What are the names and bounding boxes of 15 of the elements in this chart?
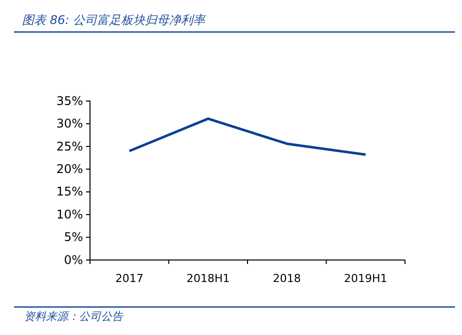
x-tick-label: 2018H1 [186, 272, 230, 285]
y-tick-label: 25% [56, 139, 83, 154]
x-tick-label: 2018 [272, 272, 301, 285]
x-tick-label: 2017 [115, 272, 144, 285]
y-tick-label: 5% [64, 230, 83, 244]
y-tick-label: 20% [56, 162, 83, 176]
text: 资料来源：公司公告 [24, 310, 124, 323]
line-series [128, 117, 367, 156]
y-tick-label: 30% [56, 116, 83, 131]
y-tick-label: 15% [56, 184, 83, 199]
chart-title: 图表 86: 公司富足板块归母净利率 [22, 13, 207, 27]
y-tick-label: 35% [56, 94, 83, 108]
x-tick-label: 2019H1 [344, 272, 388, 285]
y-tick-label: 0% [64, 252, 83, 267]
y-tick-label: 10% [56, 207, 83, 222]
